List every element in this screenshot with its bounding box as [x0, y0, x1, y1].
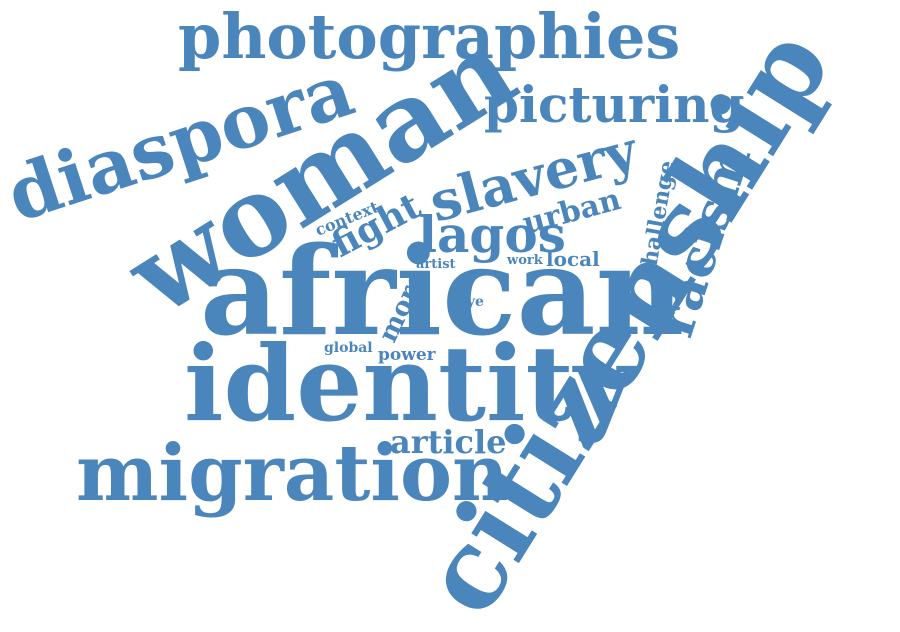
word-migration: migration: [76, 428, 509, 519]
word-global: power: [378, 345, 437, 365]
word-identity: identity: [184, 322, 637, 445]
word-african: african: [200, 219, 684, 363]
word-photographies: photographies: [178, 0, 680, 73]
word-lagos: lagos: [418, 205, 566, 264]
word-local: work: [506, 253, 544, 268]
word-more: global: [324, 340, 373, 356]
word-artist: eye: [458, 294, 484, 310]
word-power: article: [390, 423, 507, 461]
word-context: local: [546, 247, 600, 271]
word-work: artist: [416, 257, 456, 272]
word-picturing: picturing: [484, 75, 745, 134]
